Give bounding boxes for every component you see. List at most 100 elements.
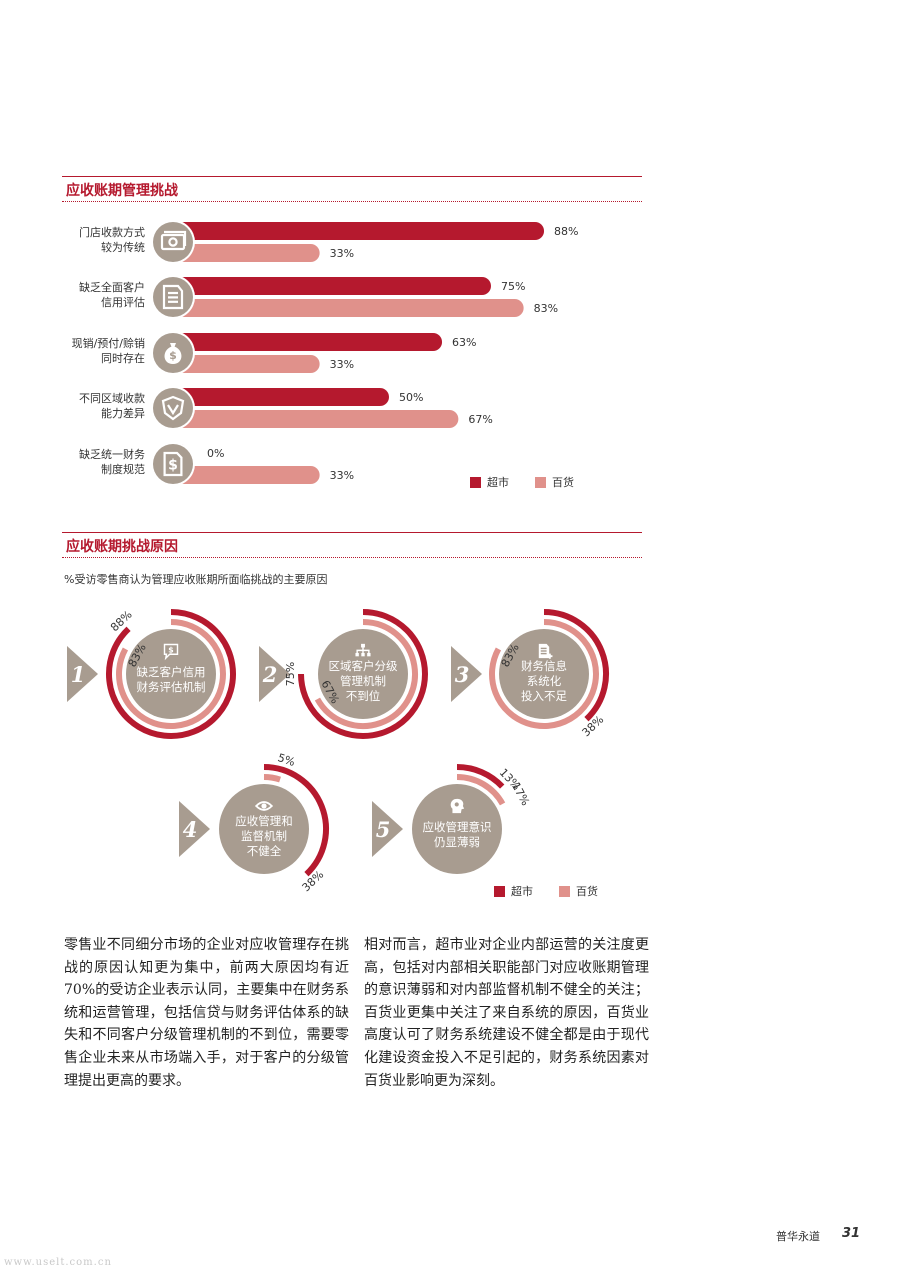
rank-number: 3	[455, 662, 470, 687]
bar-supermarket	[175, 333, 443, 351]
category-label: 较为传统	[101, 240, 145, 254]
reason-circle	[412, 784, 502, 874]
reason-label: 财务评估机制	[137, 680, 206, 694]
category-label: 现销/预付/赊销	[72, 336, 145, 350]
bar-supermarket	[175, 222, 545, 240]
reason-circle	[499, 629, 589, 719]
data-label-department: 33%	[330, 469, 354, 482]
legend-item-department: 百货	[559, 883, 598, 899]
eye-icon	[254, 801, 274, 811]
category-label: 门店收款方式	[79, 225, 145, 239]
legend-item-department: 百货	[535, 474, 574, 490]
category-label: 缺乏全面客户	[79, 280, 145, 294]
reason-label: 财务信息	[521, 659, 567, 673]
icon-circle	[153, 222, 193, 262]
arc-department	[263, 774, 281, 783]
reason-label: 应收管理和	[235, 814, 293, 828]
rank-number: 1	[71, 662, 86, 687]
bar-department	[175, 244, 320, 262]
legend-bar-chart: 超市 百货	[470, 474, 600, 490]
icon-circle	[153, 388, 193, 428]
rank-arrow	[67, 646, 98, 702]
data-label-department: 5%	[276, 751, 297, 769]
bar-supermarket	[175, 277, 491, 295]
category-label: 制度规范	[101, 462, 145, 476]
icon-circle	[153, 444, 193, 484]
rank-arrow	[451, 646, 482, 702]
legend-label-department: 百货	[576, 885, 598, 898]
legend-item-supermarket: 超市	[470, 474, 509, 490]
reason-label: 管理机制	[340, 674, 386, 688]
reason-label: 不到位	[346, 689, 381, 703]
arc-supermarket	[106, 609, 236, 739]
section-title-reasons: 应收账期挑战原因	[66, 539, 178, 555]
money-icon	[160, 230, 187, 251]
arc-supermarket	[263, 764, 329, 877]
category-label: 信用评估	[101, 296, 145, 309]
data-label-department: 33%	[330, 358, 354, 371]
data-label-department: 33%	[330, 247, 354, 260]
section-divider	[62, 201, 642, 202]
section-rule	[62, 176, 642, 177]
data-label-supermarket: 88%	[108, 608, 135, 634]
shield-icon	[161, 395, 185, 421]
reason-label: 应收管理意识	[423, 820, 492, 834]
reasons-subtitle: %受访零售商认为管理应收账期所面临挑战的主要原因	[64, 573, 328, 586]
data-label-supermarket: 75%	[501, 280, 525, 293]
data-label-department: 67%	[468, 413, 492, 426]
reason-label: 投入不足	[521, 689, 567, 703]
arc-department	[314, 619, 418, 729]
data-label-supermarket: 88%	[554, 225, 578, 238]
rank-arrow	[259, 646, 290, 702]
arc-department	[116, 619, 226, 729]
page-number: 31	[842, 1226, 861, 1241]
legend-label-department: 百货	[552, 476, 574, 489]
category-label: 缺乏统一财务	[79, 447, 145, 461]
chat-dollar-icon: $	[163, 643, 179, 661]
svg-text:$: $	[169, 349, 177, 362]
hierarchy-icon	[355, 643, 371, 657]
reason-circle	[126, 629, 216, 719]
arc-supermarket	[543, 609, 609, 722]
reason-circle	[318, 629, 408, 719]
reason-label: 系统化	[527, 674, 562, 688]
reason-label: 仍显薄弱	[434, 835, 480, 849]
data-label-supermarket: 38%	[300, 868, 327, 894]
legend-swatch-department	[535, 476, 546, 488]
data-label-department: 17%	[509, 780, 532, 808]
head-gear-icon	[450, 798, 465, 814]
dollar-document-icon: $	[163, 451, 183, 477]
arc-department	[489, 619, 599, 729]
legend-swatch-supermarket	[470, 476, 481, 488]
category-label: 能力差异	[101, 406, 145, 420]
rank-number: 2	[262, 662, 278, 687]
legend-swatch-supermarket	[494, 885, 505, 897]
legend-item-supermarket: 超市	[494, 883, 533, 899]
arc-department	[456, 774, 506, 806]
document-plus-icon	[538, 643, 553, 659]
data-label-supermarket: 75%	[284, 662, 297, 686]
reason-label: 缺乏客户信用	[137, 665, 206, 679]
arc-supermarket	[456, 764, 505, 789]
bar-department	[175, 466, 320, 484]
svg-text:$: $	[168, 458, 178, 474]
document-icon	[162, 284, 184, 310]
rank-arrow	[179, 801, 210, 857]
body-paragraph-left: 零售业不同细分市场的企业对应收管理存在挑战的原因认知更为集中，前两大原因均有近7…	[64, 937, 349, 1089]
watermark: www.uselt.com.cn	[4, 1257, 112, 1268]
body-paragraph-right: 相对而言，超市业对企业内部运营的关注度更高，包括对内部相关职能部门对应收账期管理…	[364, 937, 649, 1089]
bar-department	[175, 299, 524, 317]
legend-swatch-department	[559, 885, 570, 897]
bar-supermarket	[175, 388, 389, 406]
svg-text:$: $	[168, 646, 173, 655]
bar-department	[175, 355, 320, 373]
legend-label-supermarket: 超市	[487, 476, 509, 489]
section-title-challenges: 应收账期管理挑战	[66, 183, 178, 199]
reason-label: 区域客户分级	[329, 659, 398, 673]
rank-number: 5	[376, 817, 391, 842]
arc-supermarket	[298, 609, 428, 739]
money-bag-icon: $	[164, 343, 182, 364]
category-label: 不同区域收款	[79, 391, 145, 405]
